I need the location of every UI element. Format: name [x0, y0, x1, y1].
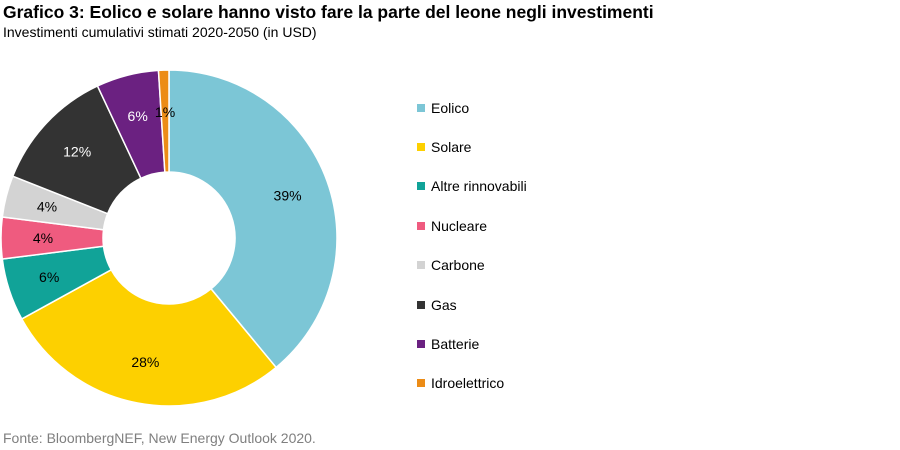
- slice-label-batterie: 6%: [128, 108, 148, 124]
- legend-swatch: [417, 103, 425, 112]
- legend-item-gas: Gas: [417, 285, 617, 324]
- legend-swatch: [417, 340, 425, 349]
- legend-label: Batterie: [431, 336, 480, 353]
- donut-chart: 39% 28% 6% 4% 4% 12% 6% 1%: [0, 69, 338, 407]
- slice-label-carbone: 4%: [37, 199, 57, 215]
- chart-subtitle: Investimenti cumulativi stimati 2020-205…: [3, 24, 317, 40]
- legend-item-idroelettrico: Idroelettrico: [417, 364, 617, 403]
- legend-item-carbone: Carbone: [417, 246, 617, 285]
- legend-label: Nucleare: [431, 217, 488, 234]
- legend-swatch: [417, 182, 425, 191]
- legend-label: Gas: [431, 296, 457, 313]
- slice-eolico: [168, 69, 338, 369]
- slice-solare: [20, 268, 278, 407]
- slice-label-idroelettrico: 1%: [155, 104, 175, 120]
- legend-label: Eolico: [431, 99, 470, 116]
- legend-item-altre-rinnovabili: Altre rinnovabili: [417, 167, 617, 206]
- legend-swatch: [417, 143, 425, 152]
- slice-label-nucleare: 4%: [33, 230, 53, 246]
- legend-swatch: [417, 261, 425, 270]
- legend-label: Carbone: [431, 257, 485, 274]
- slice-label-eolico: 39%: [274, 187, 302, 203]
- legend-label: Solare: [431, 139, 472, 156]
- legend-swatch: [417, 300, 425, 309]
- slice-idroelettrico: [157, 69, 170, 173]
- slice-label-solare: 28%: [131, 354, 159, 370]
- legend-item-batterie: Batterie: [417, 324, 617, 363]
- slice-label-altre-rinnovabili: 6%: [39, 269, 59, 285]
- legend-swatch: [417, 221, 425, 230]
- legend-label: Idroelettrico: [431, 375, 505, 392]
- legend-swatch: [417, 379, 425, 388]
- chart-title: Grafico 3: Eolico e solare hanno visto f…: [3, 2, 654, 22]
- slice-label-gas: 12%: [63, 144, 91, 160]
- legend-item-nucleare: Nucleare: [417, 206, 617, 245]
- legend-label: Altre rinnovabili: [431, 178, 527, 195]
- legend-item-solare: Solare: [417, 127, 617, 166]
- source-note: Fonte: BloombergNEF, New Energy Outlook …: [3, 430, 316, 446]
- legend-item-eolico: Eolico: [417, 88, 617, 127]
- chart-legend: Eolico Solare Altre rinnovabili Nucleare Car…: [417, 88, 617, 403]
